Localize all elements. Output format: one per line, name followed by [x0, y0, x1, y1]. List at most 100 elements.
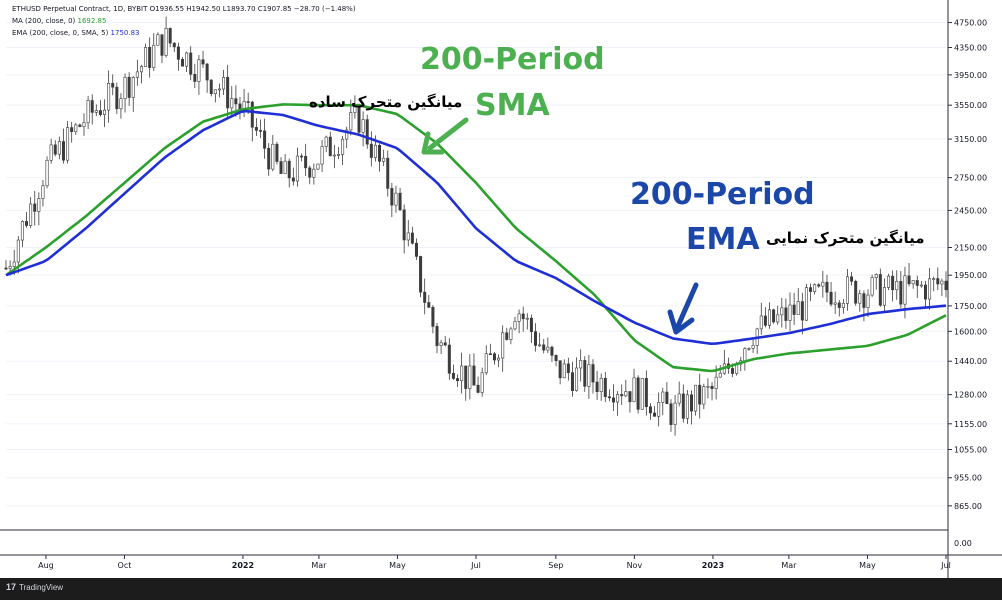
candle-body — [254, 126, 258, 131]
candle-body — [657, 402, 661, 417]
candle-body — [4, 267, 8, 270]
y-tick-label: 1055.00 — [954, 445, 987, 454]
candle-body — [792, 304, 796, 315]
candle-body — [258, 130, 262, 132]
y-tick-label: 2450.00 — [954, 206, 987, 215]
x-tick-label: Mar — [781, 561, 797, 570]
candle-body — [209, 79, 213, 94]
candle-body — [895, 280, 899, 291]
ma-value: 1692.85 — [77, 17, 107, 25]
candle-body — [291, 177, 295, 182]
candle-body — [772, 309, 776, 323]
candle-body — [529, 317, 533, 332]
y-tick-label: 1600.00 — [954, 327, 987, 336]
candle-body — [148, 47, 152, 68]
ma-legend[interactable]: MA (200, close, 0) 1692.85 — [12, 17, 106, 25]
candle-body — [579, 360, 583, 369]
candle-body — [817, 284, 821, 287]
candle-body — [558, 360, 562, 379]
candle-body — [665, 391, 669, 405]
candle-body — [932, 278, 936, 280]
candle-body — [936, 278, 940, 285]
candle-body — [349, 112, 353, 131]
tradingview-logo[interactable]: 17 TradingView — [6, 582, 63, 592]
candle-body — [267, 147, 271, 170]
candle-body — [431, 307, 435, 327]
candle-body — [332, 154, 336, 157]
candle-body — [759, 315, 763, 330]
candle-body — [8, 266, 12, 269]
candle-body — [320, 146, 324, 165]
candle-body — [308, 167, 312, 178]
candle-body — [636, 377, 640, 410]
price-chart[interactable]: 4750.00 4350.00 3950.00 3550.00 3150.00 2750.… — [0, 0, 1002, 578]
candle-body — [172, 42, 176, 48]
candle-body — [127, 76, 131, 98]
candle-body — [919, 284, 923, 287]
y-tick-label: 1750.00 — [954, 302, 987, 311]
candle-body — [468, 365, 472, 389]
ema-value: 1750.83 — [110, 29, 140, 37]
candle-body — [488, 353, 492, 355]
candle-body — [813, 284, 817, 292]
candle-body — [570, 372, 574, 391]
candle-body — [439, 342, 443, 346]
candle-body — [542, 344, 546, 351]
candle-body — [825, 281, 829, 293]
candle-body — [587, 364, 591, 387]
candle-body — [295, 155, 299, 182]
candle-body — [476, 384, 480, 393]
candle-body — [57, 141, 61, 155]
candle-body — [74, 124, 78, 133]
candle-body — [271, 143, 275, 170]
candle-body — [373, 144, 377, 158]
candle-body — [201, 59, 205, 65]
candle-body — [390, 188, 394, 206]
candle-body — [361, 119, 365, 133]
candle-body — [911, 280, 915, 285]
candle-body — [394, 192, 398, 206]
candle-body — [16, 239, 20, 263]
candle-body — [86, 100, 90, 124]
candle-body — [197, 59, 201, 82]
candle-body — [870, 277, 874, 296]
sma-200-line — [5, 103, 947, 373]
candle-body — [464, 365, 468, 389]
candle-body — [341, 138, 345, 155]
candle-body — [669, 403, 673, 425]
candle-body — [829, 291, 833, 305]
candle-body — [20, 221, 24, 241]
x-tick-label: Jul — [940, 561, 951, 570]
candle-body — [882, 287, 886, 306]
candle-body — [566, 363, 570, 373]
candle-body — [193, 74, 197, 82]
x-tick-label: Oct — [118, 561, 132, 570]
candle-body — [222, 77, 226, 90]
candle-body — [410, 232, 414, 244]
candle-body — [107, 83, 111, 111]
ema-legend[interactable]: EMA (200, close, 0, SMA, 5) 1750.83 — [12, 29, 140, 37]
candle-body — [903, 275, 907, 305]
candle-body — [213, 89, 217, 94]
sma-arrow-icon — [421, 117, 469, 155]
candle-body — [661, 391, 665, 403]
candle-body — [90, 100, 94, 113]
candle-body — [809, 287, 813, 292]
candle-body — [45, 159, 49, 187]
ema-persian-label: میانگین متحرک نمایی — [766, 229, 925, 247]
candle-body — [891, 275, 895, 291]
candle-body — [907, 275, 911, 285]
candle-body — [131, 77, 135, 98]
y-tick-label: 1950.00 — [954, 271, 987, 280]
tradingview-logo-text: TradingView — [19, 582, 64, 592]
x-tick-label: 2023 — [702, 561, 724, 570]
candle-body — [234, 98, 238, 105]
candle-body — [304, 155, 308, 169]
candle-body — [603, 377, 607, 397]
ema-title-abbr: EMA — [686, 222, 760, 257]
candle-body — [866, 294, 870, 308]
candle-body — [677, 393, 681, 404]
candle-body — [841, 303, 845, 308]
candle-body — [714, 376, 718, 389]
ema-title: 200-Period — [630, 177, 815, 212]
